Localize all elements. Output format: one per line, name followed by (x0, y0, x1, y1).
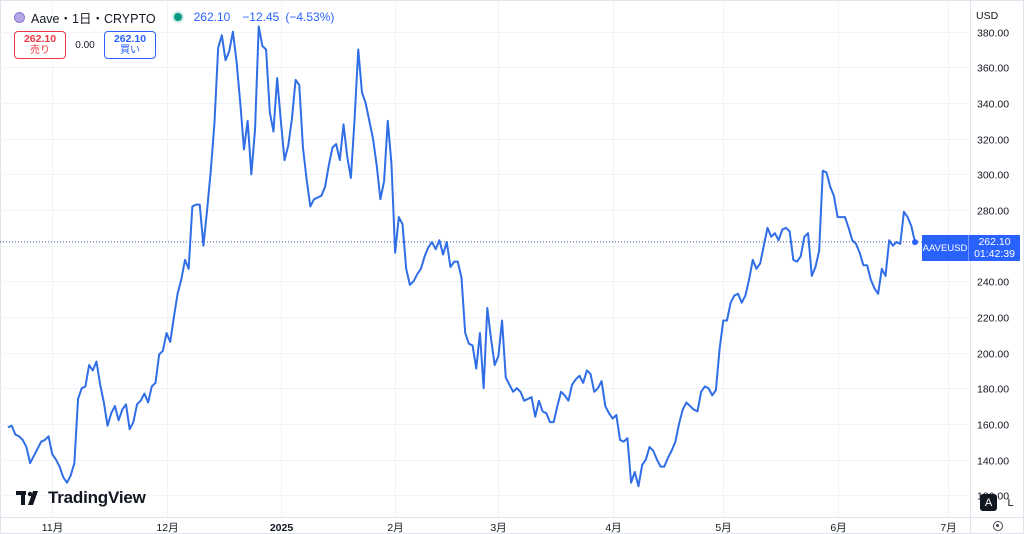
trade-buttons: 262.10 売り 0.00 262.10 買い (14, 31, 156, 59)
grid (0, 0, 970, 517)
logo-wordmark: TradingView (48, 488, 146, 507)
buy-price: 262.10 (113, 33, 147, 45)
y-tick-label: 200.00 (977, 349, 1009, 361)
log-scale-button[interactable]: L (1007, 496, 1014, 509)
y-tick-label: 320.00 (977, 135, 1009, 147)
x-tick-label: 4月 (605, 522, 621, 534)
sell-price: 262.10 (23, 33, 57, 45)
y-tick-label: 360.00 (977, 63, 1009, 75)
x-tick-label: 3月 (490, 522, 506, 534)
symbol-header[interactable]: Aave・1日・CRYPTO 262.10 −12.45 (−4.53%) (14, 8, 334, 26)
x-tick-label: 5月 (715, 522, 731, 534)
price-change-percent: (−4.53%) (285, 10, 335, 24)
x-tick-label: 6月 (830, 522, 846, 534)
tradingview-logo-icon (16, 491, 38, 505)
y-tick-label: 220.00 (977, 313, 1009, 325)
price-axis[interactable]: 120.00140.00160.00180.00200.00220.00240.… (977, 28, 1009, 503)
last-price-marker (912, 239, 918, 246)
x-tick-label: 2月 (387, 522, 403, 534)
spread-value: 0.00 (75, 39, 95, 51)
price-change: −12.45 (242, 10, 280, 24)
currency-selector[interactable]: USD (976, 10, 999, 22)
time-axis[interactable]: 11月 12月 2025 2月 3月 4月 5月 6月 7月 (42, 522, 957, 534)
price-series-line (7, 25, 916, 488)
x-tick-label: 12月 (156, 522, 178, 534)
symbol-tag: AAVEUSD (922, 235, 969, 261)
settings-gear-icon[interactable] (993, 521, 1003, 531)
x-tick-label: 7月 (940, 522, 956, 534)
x-tick-label: 2025 (270, 522, 294, 534)
y-tick-label: 380.00 (977, 28, 1009, 40)
y-tick-label: 280.00 (977, 206, 1009, 218)
sell-button[interactable]: 262.10 売り (14, 31, 66, 59)
y-tick-label: 340.00 (977, 99, 1009, 111)
market-open-status-icon (173, 13, 182, 21)
buy-label: 買い (120, 45, 140, 56)
y-tick-label: 180.00 (977, 384, 1009, 396)
symbol-title: Aave・1日・CRYPTO (31, 11, 156, 26)
x-tick-label: 11月 (42, 522, 63, 534)
tag-price: 262.10 (978, 236, 1011, 248)
y-tick-label: 140.00 (977, 456, 1009, 468)
aave-coin-icon (14, 11, 25, 23)
tradingview-logo[interactable]: TradingView (16, 488, 146, 508)
sell-label: 売り (30, 45, 50, 56)
auto-scale-button[interactable]: A (980, 494, 997, 511)
bar-countdown: 01:42:39 (974, 248, 1015, 260)
last-price-tag: AAVEUSD 262.10 01:42:39 (922, 235, 1020, 261)
last-price: 262.10 (193, 10, 231, 24)
y-tick-label: 300.00 (977, 170, 1009, 182)
y-tick-label: 240.00 (977, 277, 1009, 289)
buy-button[interactable]: 262.10 買い (104, 31, 156, 59)
y-tick-label: 160.00 (977, 420, 1009, 432)
